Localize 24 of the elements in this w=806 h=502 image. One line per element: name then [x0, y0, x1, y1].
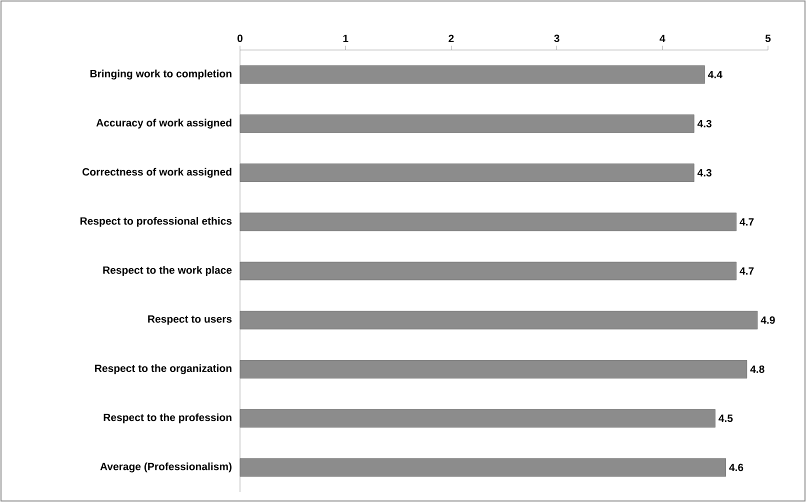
y-tick-label: Respect to the organization — [95, 364, 232, 374]
y-tick-label: Respect to the work place — [103, 266, 232, 276]
x-tick-label: 3 — [554, 34, 560, 42]
y-tick-label: Respect to the profession — [104, 413, 232, 424]
y-tick-label: Correctness of work assigned — [82, 168, 232, 178]
y-tick-label: Respect to professional ethics — [80, 216, 232, 227]
y-tick-label: Bringing work to completion — [90, 70, 232, 80]
y-tick-label: Accuracy of work assigned — [96, 118, 232, 129]
x-tick-label: 0 — [238, 34, 242, 42]
x-tick-label: 5 — [765, 34, 771, 42]
x-tick-label: 2 — [448, 34, 454, 42]
data-label: 4.3 — [697, 120, 712, 128]
data-label: 4.9 — [760, 316, 775, 324]
y-tick-label: Respect to users — [148, 315, 232, 325]
data-label: 4.4 — [708, 70, 722, 78]
x-tick-label: 4 — [660, 34, 666, 42]
data-label: 4.3 — [697, 169, 712, 177]
data-label: 4.6 — [729, 464, 744, 472]
x-tick-label: 1 — [343, 34, 348, 42]
data-label: 4.7 — [740, 218, 754, 226]
data-label: 4.5 — [718, 414, 733, 422]
data-label: 4.8 — [750, 366, 764, 373]
data-label: 4.7 — [740, 267, 754, 275]
y-tick-label: Average (Professionalism) — [100, 462, 232, 472]
